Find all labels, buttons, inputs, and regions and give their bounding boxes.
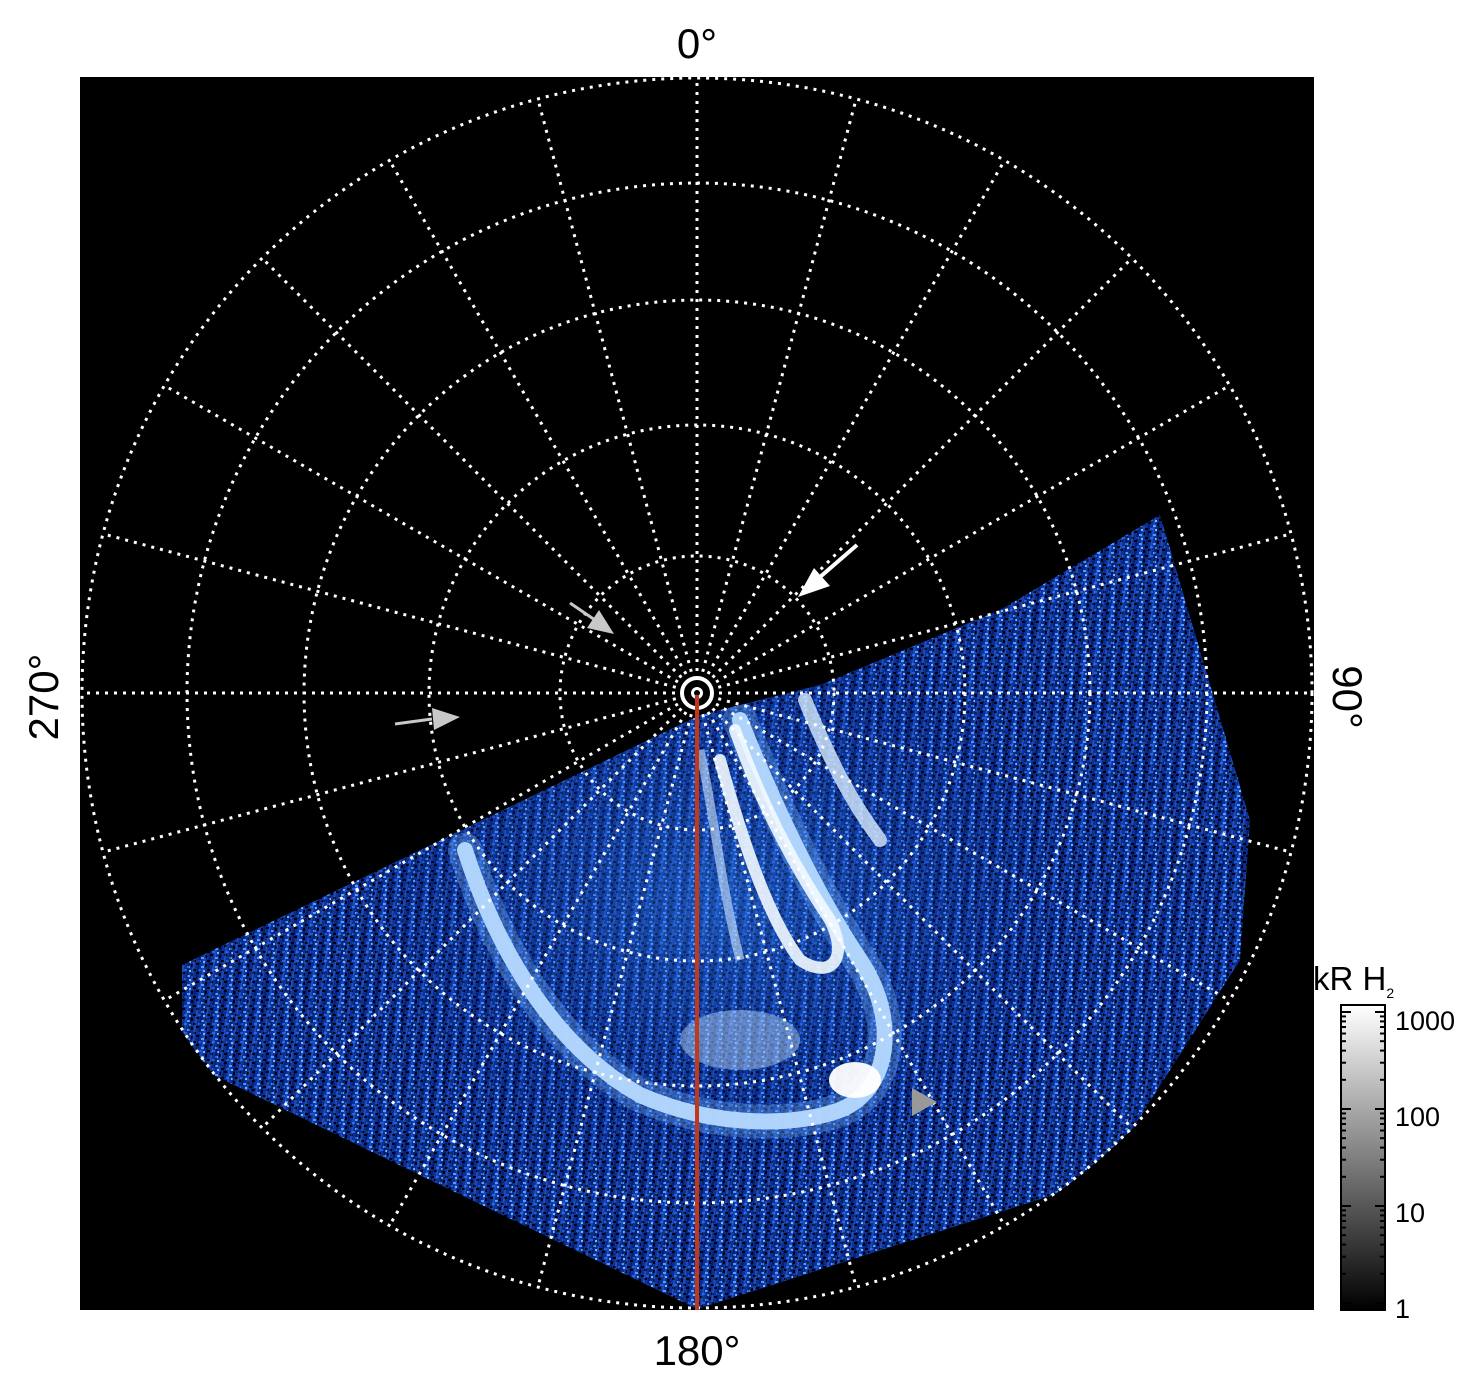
colorbar-tick-label: 100 xyxy=(1395,1102,1440,1132)
gray-arrow-icon xyxy=(394,708,460,730)
colorbar-tick-label: 1000 xyxy=(1395,1006,1455,1036)
longitude-label-bottom: 180° xyxy=(654,1327,741,1374)
longitude-label-left: 270° xyxy=(20,654,67,741)
main-auroral-oval xyxy=(457,712,893,1130)
inner-emission-arc xyxy=(714,724,845,974)
gray-triangle-icon xyxy=(912,1088,937,1116)
colorbar-gradient xyxy=(1340,1004,1386,1311)
colorbar: kR H2 1000 100 10 1 xyxy=(1313,960,1455,1324)
colorbar-tick-label: 1 xyxy=(1395,1294,1410,1324)
gray-arrow-icon xyxy=(569,601,614,634)
colorbar-title: kR H2 xyxy=(1313,960,1394,1001)
pole-marker xyxy=(680,676,714,710)
feature-arrows xyxy=(394,543,937,1116)
longitude-label-right: 90° xyxy=(1324,665,1371,729)
latitude-circle xyxy=(558,554,836,832)
white-arrow-icon xyxy=(798,543,859,597)
longitude-label-top: 0° xyxy=(677,20,717,67)
colorbar-tick-label: 10 xyxy=(1395,1198,1425,1228)
